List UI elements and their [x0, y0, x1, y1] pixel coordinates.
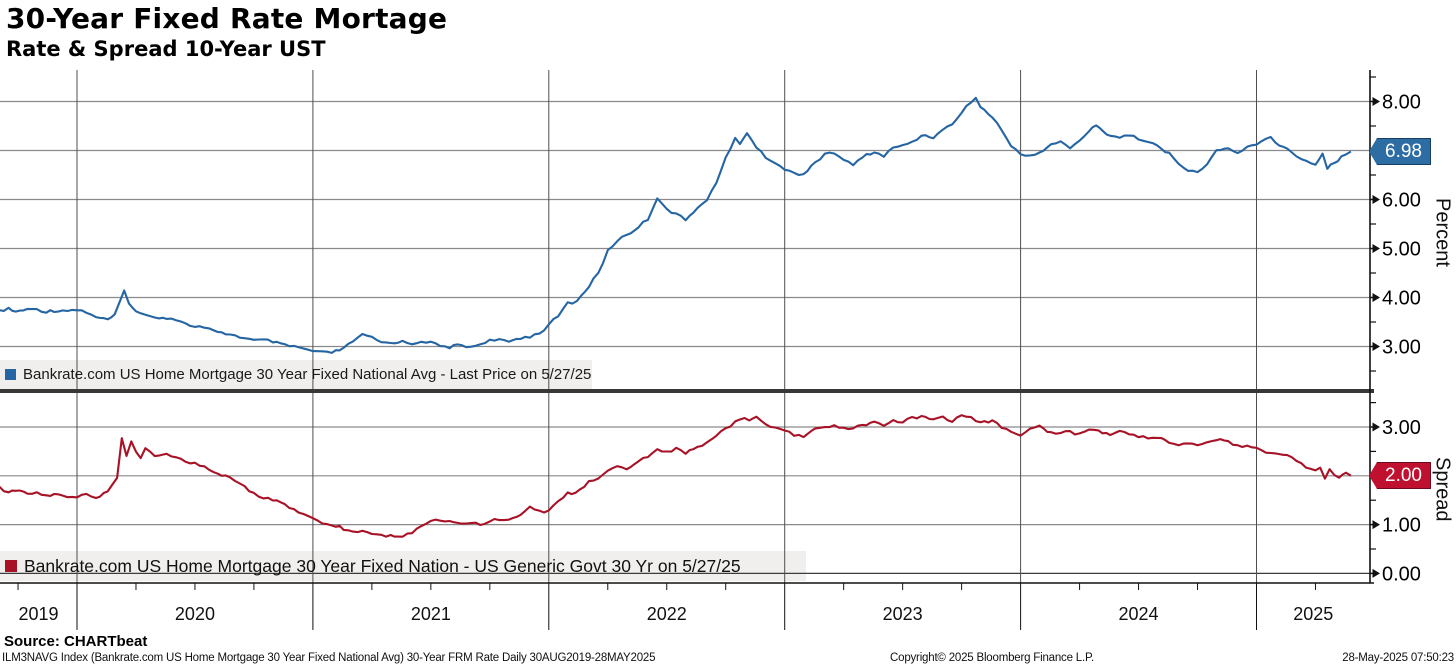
svg-text:1.00: 1.00	[1382, 515, 1421, 537]
rate-last-price-tag[interactable]: 6.98	[1369, 138, 1431, 165]
gridlines	[0, 70, 1374, 583]
spread-legend-label: Bankrate.com US Home Mortgage 30 Year Fi…	[24, 555, 741, 576]
spread-line	[0, 414, 1352, 538]
svg-text:2023: 2023	[883, 604, 923, 624]
rate-legend-label: Bankrate.com US Home Mortgage 30 Year Fi…	[23, 366, 592, 383]
rate-line	[0, 96, 1352, 354]
footer-timestamp: 28-May-2025 07:50:23	[1342, 652, 1454, 664]
spread-axis-unit-label: Spread	[1431, 456, 1454, 522]
rate-series-swatch-icon	[5, 369, 16, 380]
legend-rate[interactable]: Bankrate.com US Home Mortgage 30 Year Fi…	[5, 360, 591, 389]
svg-text:4.00: 4.00	[1382, 288, 1421, 310]
legend-backgrounds	[0, 360, 806, 581]
source-attribution: Source: CHARTbeat	[4, 633, 148, 650]
svg-text:2022: 2022	[647, 604, 687, 624]
svg-text:2024: 2024	[1119, 604, 1159, 624]
svg-text:5.00: 5.00	[1382, 239, 1421, 261]
svg-text:2021: 2021	[411, 604, 451, 624]
page-subtitle: Rate & Spread 10-Year UST	[6, 37, 326, 61]
svg-text:2025: 2025	[1293, 604, 1333, 624]
axes-and-ticks	[0, 70, 1380, 630]
svg-text:2019: 2019	[18, 604, 58, 624]
svg-text:3.00: 3.00	[1382, 337, 1421, 359]
svg-text:0.00: 0.00	[1382, 563, 1421, 585]
footer-ticker-description: ILM3NAVG Index (Bankrate.com US Home Mor…	[2, 652, 656, 664]
footer-copyright: Copyright© 2025 Bloomberg Finance L.P.	[890, 652, 1094, 664]
page-title: 30-Year Fixed Rate Mortage	[6, 2, 448, 35]
svg-text:8.00: 8.00	[1382, 92, 1421, 114]
spread-series-swatch-icon	[5, 560, 17, 572]
legend-spread[interactable]: Bankrate.com US Home Mortgage 30 Year Fi…	[5, 551, 741, 581]
axis-tick-labels: 8.00 6.00 5.00 4.00 3.00 3.00 1.00 0.00 2019 2020…	[18, 92, 1420, 625]
data-series-lines	[0, 96, 1352, 538]
svg-text:3.00: 3.00	[1382, 417, 1421, 439]
spread-last-price-tag[interactable]: 2.00	[1369, 462, 1431, 489]
svg-text:6.00: 6.00	[1382, 190, 1421, 212]
svg-text:2020: 2020	[175, 604, 215, 624]
rate-axis-unit-label: Percent	[1431, 197, 1454, 267]
